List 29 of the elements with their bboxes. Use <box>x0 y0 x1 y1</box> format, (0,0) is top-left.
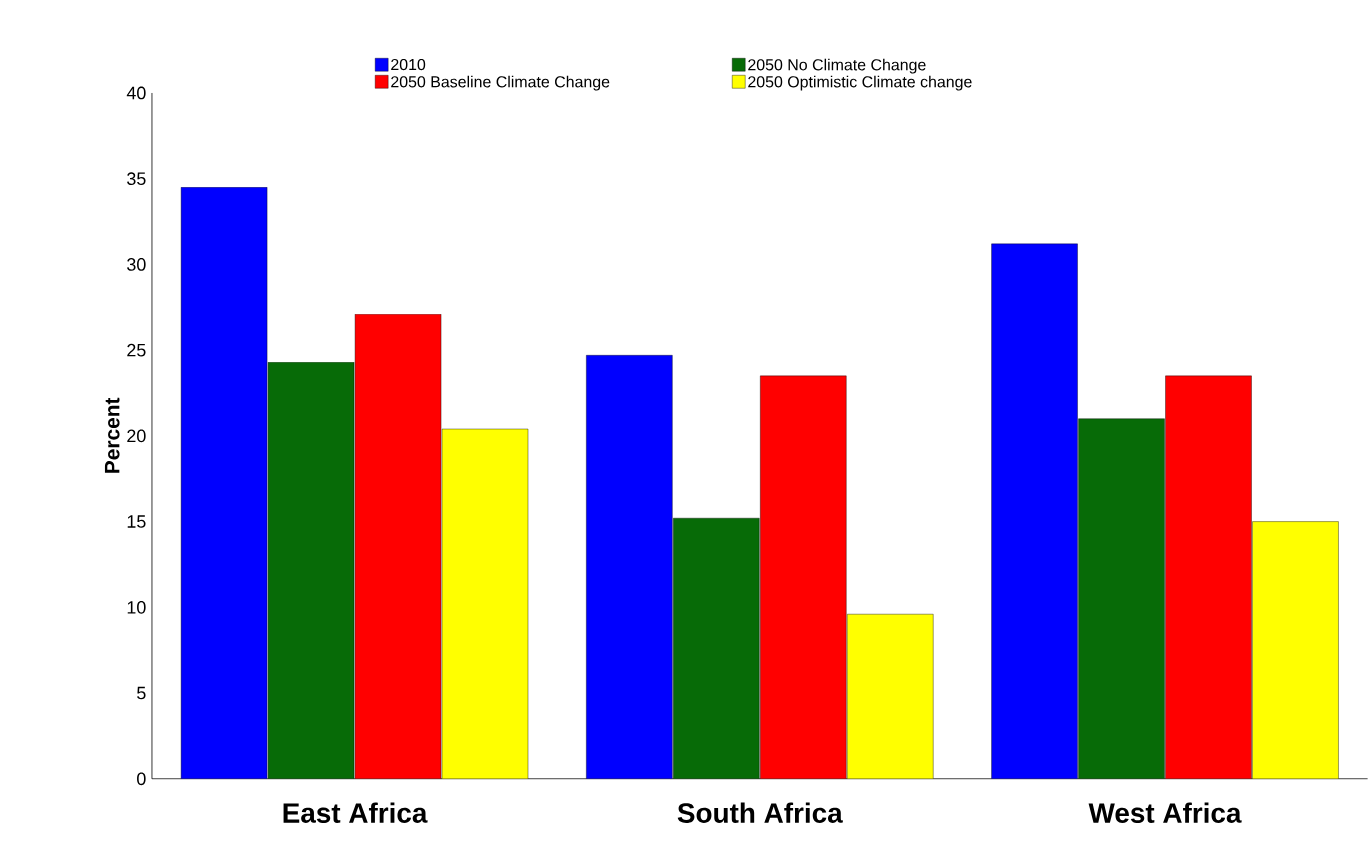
legend-label: 2050 Baseline Climate Change <box>391 75 610 91</box>
x-tick-label: South Africa <box>677 802 843 824</box>
y-tick-label: 20 <box>127 429 146 443</box>
bar <box>1165 375 1252 779</box>
y-tick-label: 5 <box>137 686 146 700</box>
bar <box>1252 521 1339 779</box>
bar <box>760 375 847 779</box>
y-tick-label: 30 <box>127 258 146 271</box>
y-tick-label: 15 <box>127 515 146 528</box>
bar <box>267 362 355 779</box>
bar <box>586 355 673 779</box>
legend-label: 2010 <box>391 59 426 71</box>
x-tick-label: East Africa <box>283 802 428 824</box>
y-tick-label: 10 <box>127 601 146 614</box>
bar <box>673 518 760 779</box>
bar <box>847 614 934 779</box>
y-tick-label: 25 <box>127 343 146 357</box>
bar <box>991 243 1078 779</box>
bar <box>180 187 268 779</box>
y-tick-label: 35 <box>127 172 146 186</box>
bar <box>354 314 442 779</box>
y-axis-title: Percent <box>104 397 120 473</box>
bar <box>1078 418 1165 779</box>
x-tick-label: West Africa <box>1088 802 1242 824</box>
legend-label: 2050 No Climate Change <box>748 58 926 74</box>
bar <box>441 428 529 779</box>
legend-label: 2050 Optimistic Climate change <box>748 75 972 91</box>
y-tick-label: 0 <box>137 772 146 786</box>
y-tick-label: 40 <box>126 86 146 100</box>
